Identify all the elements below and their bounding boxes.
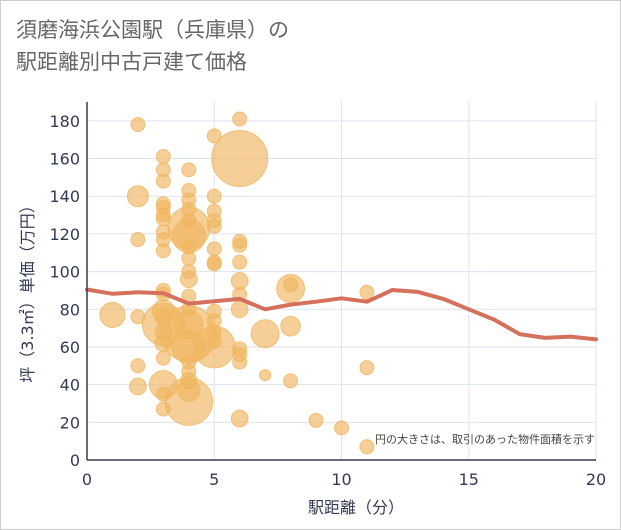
y-tick-label: 120 [49,225,80,244]
y-tick-label: 100 [49,263,80,282]
bubble-point [164,377,214,426]
x-axis-label: 駅距離（分） [308,498,404,517]
y-tick-label: 180 [49,112,80,131]
bubble-point [155,149,171,165]
tick-labels: 0 20 40 60 80 100 120 140 160 180 0 5 10 15 20 [49,112,606,489]
y-tick-label: 140 [49,187,80,206]
bubble-point [359,360,375,376]
bubble-point [206,218,222,234]
bubble-point [155,350,171,366]
bubble-point [155,243,171,259]
bubble-point [206,256,222,272]
bubble-point [280,315,301,337]
bubble-point [250,319,280,349]
bubble-point [359,284,375,300]
bubble-point [129,377,147,396]
y-tick-label: 20 [60,413,80,432]
x-tick-label: 15 [459,470,479,489]
bubble-point [308,412,324,428]
bubble-point [206,188,222,204]
y-tick-label: 0 [70,451,80,470]
x-tick-label: 10 [331,470,351,489]
bubble-point [259,369,272,382]
bubble-point [230,409,249,428]
chart-title-line-2: 駅距離別中古戸建て価格 [16,50,247,74]
y-tick-label: 80 [60,300,80,319]
trend-series [85,287,598,342]
bubble-point [130,117,146,133]
bubble-point [206,241,222,257]
bubble-point [99,301,126,329]
bubble-point [130,232,146,248]
trend-line [85,287,598,342]
bubble-point [334,420,349,436]
bubble-point [181,250,197,266]
bubble-point [179,270,198,289]
bubble-point [283,373,299,389]
bubble-point [359,439,375,455]
x-tick-label: 20 [586,470,606,489]
y-tick-label: 60 [60,338,80,357]
bubble-point [211,130,269,188]
bubble-point [181,162,197,178]
bubble-point [232,354,248,370]
bubble-point [276,274,306,304]
y-tick-label: 40 [60,376,80,395]
bubble-point [192,325,236,369]
x-tick-label: 5 [209,470,219,489]
chart-title-line-1: 須磨海浜公園駅（兵庫県）の [16,18,289,42]
bubble-series [99,111,375,455]
bubble-size-note: 円の大きさは、取引のあった物件面積を示す [375,432,595,446]
bubble-point [232,111,248,127]
x-tick-label: 0 [82,470,92,489]
bubble-point [130,358,146,374]
bubble-point [206,128,222,144]
y-tick-label: 160 [49,150,80,169]
bubble-point [232,254,248,270]
axes [86,102,596,461]
bubble-point [126,185,149,208]
chart-title: 須磨海浜公園駅（兵庫県）の 駅距離別中古戸建て価格 [16,14,596,78]
bubble-point [155,173,171,189]
bubble-point [232,237,248,253]
y-axis-label: 坪（3.3㎡）単価（万円） [18,197,37,382]
